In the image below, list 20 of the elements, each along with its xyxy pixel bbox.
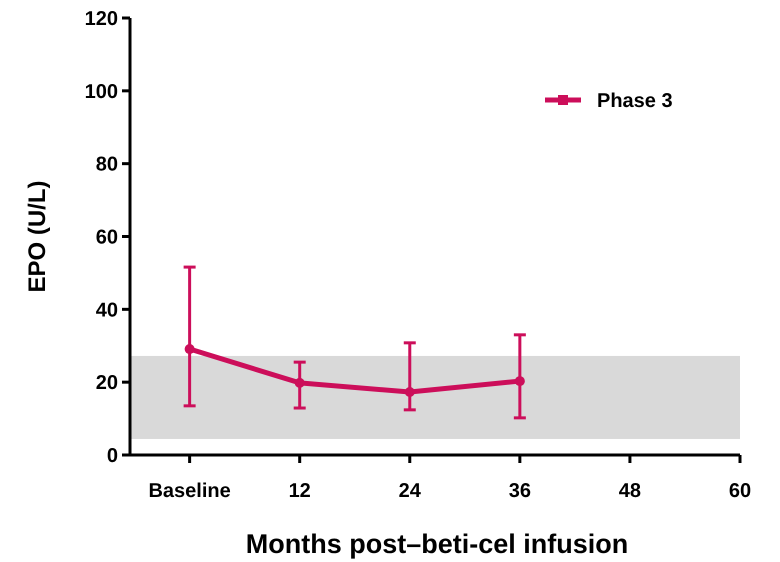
x-tick-label: 48 [618,480,642,502]
y-tick-label: 60 [96,226,118,248]
y-tick-label: 40 [96,299,118,322]
x-tick-label: 36 [508,480,531,502]
x-tick-label: 60 [728,480,752,502]
x-axis-title: Months post–beti-cel infusion [246,529,628,559]
point [404,387,415,397]
y-axis-title: EPO (U/L) [24,180,51,292]
x-tick-label: Baseline [148,480,231,502]
point [184,344,195,354]
y-tick-label: 100 [84,80,118,103]
point [514,376,525,386]
y-tick-label: 20 [96,372,118,394]
y-tick-label: 80 [96,154,118,176]
point [294,378,305,388]
y-tick-label: 120 [84,8,118,30]
x-tick-label: 24 [398,480,422,502]
y-tick-label: 0 [106,445,118,467]
x-tick-label: 12 [288,480,311,502]
legend-label: Phase 3 [597,90,673,112]
